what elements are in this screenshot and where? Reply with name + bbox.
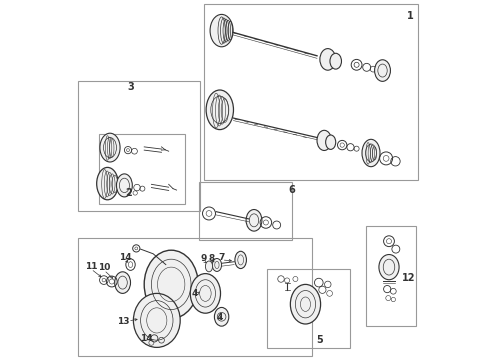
Ellipse shape bbox=[379, 255, 399, 280]
Bar bbox=[199, 182, 292, 240]
Text: 4: 4 bbox=[192, 289, 198, 298]
Ellipse shape bbox=[97, 167, 118, 200]
Text: 1: 1 bbox=[407, 11, 414, 21]
Ellipse shape bbox=[205, 261, 213, 272]
Bar bbox=[204, 4, 418, 180]
Ellipse shape bbox=[320, 49, 336, 70]
Text: 9: 9 bbox=[200, 254, 207, 263]
Ellipse shape bbox=[362, 139, 380, 167]
Bar bbox=[78, 238, 312, 356]
Ellipse shape bbox=[115, 272, 130, 293]
Text: 4: 4 bbox=[217, 313, 223, 322]
Ellipse shape bbox=[215, 307, 229, 326]
Text: 8: 8 bbox=[209, 254, 215, 263]
Text: 6: 6 bbox=[289, 185, 295, 195]
Text: 14: 14 bbox=[140, 334, 152, 343]
Ellipse shape bbox=[210, 14, 233, 47]
Text: 7: 7 bbox=[219, 253, 225, 262]
Text: 11: 11 bbox=[85, 262, 97, 271]
Ellipse shape bbox=[133, 293, 180, 347]
Ellipse shape bbox=[330, 53, 342, 69]
Ellipse shape bbox=[317, 130, 331, 150]
Text: 3: 3 bbox=[127, 82, 134, 92]
Ellipse shape bbox=[206, 90, 233, 130]
Text: 12: 12 bbox=[402, 273, 416, 283]
Bar bbox=[267, 269, 350, 348]
Ellipse shape bbox=[326, 135, 336, 149]
Text: 10: 10 bbox=[98, 263, 110, 272]
Ellipse shape bbox=[235, 251, 246, 269]
Ellipse shape bbox=[100, 133, 120, 162]
Text: 13: 13 bbox=[117, 317, 129, 325]
Text: 14: 14 bbox=[119, 253, 132, 262]
Ellipse shape bbox=[212, 258, 221, 271]
Ellipse shape bbox=[144, 250, 198, 319]
Ellipse shape bbox=[246, 210, 262, 231]
Text: 2: 2 bbox=[126, 188, 132, 198]
Bar bbox=[366, 226, 416, 326]
Ellipse shape bbox=[117, 174, 132, 197]
Bar bbox=[78, 81, 199, 211]
Text: 5: 5 bbox=[317, 335, 323, 345]
Ellipse shape bbox=[374, 60, 391, 81]
Ellipse shape bbox=[291, 284, 320, 324]
Ellipse shape bbox=[190, 274, 220, 313]
Bar bbox=[99, 134, 185, 204]
